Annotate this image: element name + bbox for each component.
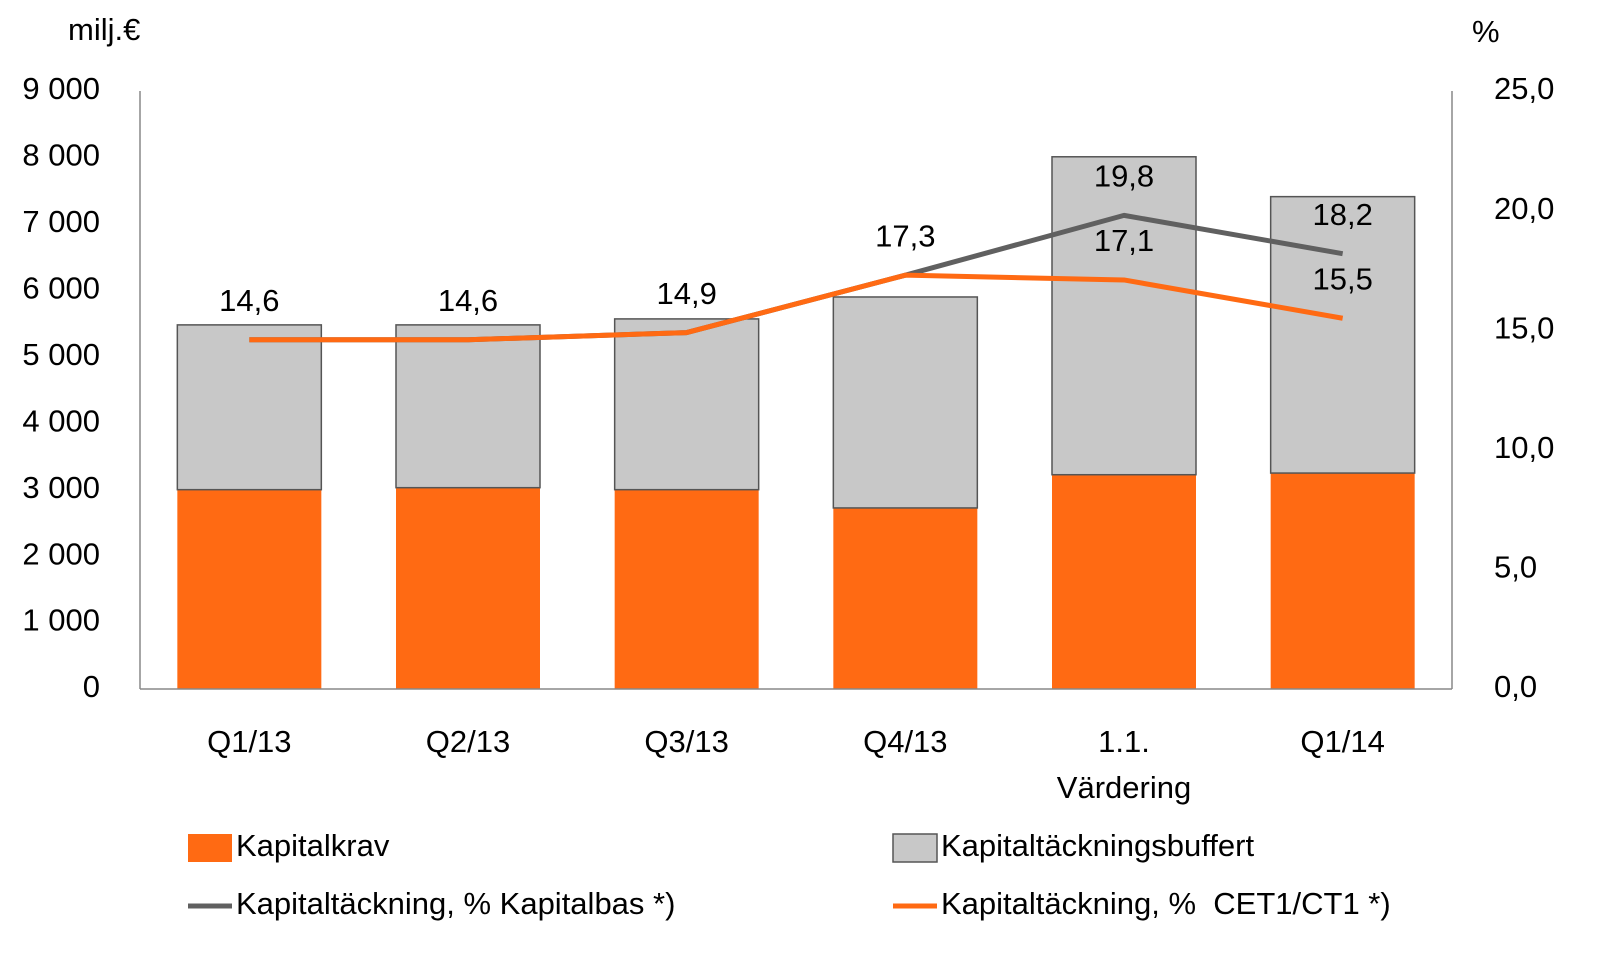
data-label: 19,8 xyxy=(1094,159,1154,194)
y-tick-label: 7 000 xyxy=(22,204,100,239)
legend-label: Kapitalkrav xyxy=(236,828,390,863)
y2-tick-label: 0,0 xyxy=(1494,669,1537,704)
bar xyxy=(395,324,541,489)
data-label: 14,6 xyxy=(438,283,498,318)
bar xyxy=(177,489,322,689)
line-series xyxy=(249,272,1344,343)
x-tick-label: Q2/13 xyxy=(425,724,511,759)
data-label: 15,5 xyxy=(1312,261,1372,296)
y2-tick-label: 20,0 xyxy=(1494,191,1554,226)
y-tick-label: 2 000 xyxy=(22,536,100,571)
x-tick-label: Q3/13 xyxy=(644,724,729,759)
y-tick-label: 0 xyxy=(83,669,100,704)
bar xyxy=(1269,195,1416,474)
y-tick-label: 3 000 xyxy=(22,470,100,505)
x-tick-label: Q1/14 xyxy=(1300,724,1385,759)
bar xyxy=(1270,473,1415,689)
legend-label: Kapitaltäckningsbuffert xyxy=(941,828,1254,863)
x-tick-label: 1.1. Värdering xyxy=(1056,724,1192,805)
legend-label: Kapitaltäckning, % Kapitalbas *) xyxy=(236,886,675,921)
data-label: 18,2 xyxy=(1312,197,1372,232)
x-tick-label: Q4/13 xyxy=(863,724,948,759)
legend-swatch xyxy=(892,833,938,863)
x-tick-label: Q1/13 xyxy=(207,724,292,759)
data-label: 17,1 xyxy=(1094,223,1154,258)
data-label: 14,6 xyxy=(219,283,279,318)
bar xyxy=(396,487,540,689)
y-tick-label: 1 000 xyxy=(22,603,100,638)
data-label: 17,3 xyxy=(875,218,935,253)
data-label: 14,9 xyxy=(656,276,716,311)
y-unit: milj.€ xyxy=(68,12,140,47)
y-tick-label: 5 000 xyxy=(22,337,100,372)
y-tick-label: 8 000 xyxy=(22,138,100,173)
y2-unit: % xyxy=(1472,14,1500,49)
bar xyxy=(832,296,979,509)
y2-tick-label: 10,0 xyxy=(1494,430,1554,465)
legend-label: Kapitaltäckning, % CET1/CT1 *) xyxy=(941,886,1391,921)
y-tick-label: 6 000 xyxy=(22,271,100,306)
bar xyxy=(1051,156,1197,476)
bar xyxy=(833,507,978,689)
bar xyxy=(613,318,760,491)
bar xyxy=(1052,474,1196,689)
y-tick-label: 9 000 xyxy=(22,71,100,106)
y-tick-label: 4 000 xyxy=(22,403,100,438)
bar xyxy=(614,489,759,689)
legend-swatch xyxy=(188,834,232,862)
bar xyxy=(176,324,323,491)
y2-tick-label: 5,0 xyxy=(1494,550,1537,585)
y2-tick-label: 15,0 xyxy=(1494,310,1554,345)
y2-tick-label: 25,0 xyxy=(1494,71,1554,106)
